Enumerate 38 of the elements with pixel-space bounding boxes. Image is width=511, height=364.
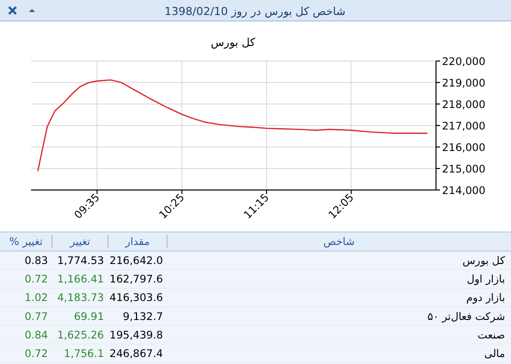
data-label: 1.02: [24, 292, 48, 304]
data-label: 9,132.7: [122, 310, 163, 323]
chart-subtitle: کل بورس: [210, 36, 256, 49]
data-label: 4,183.73: [57, 292, 104, 304]
category-label: ۵۰ شرکت فعال‌تر: [428, 310, 505, 323]
y-tick-label: 214,000: [442, 185, 486, 197]
category-label: مالی: [484, 348, 505, 360]
data-label: 1,756.1: [64, 348, 104, 360]
data-label: 0.72: [24, 348, 48, 360]
category-label: کل بورس: [462, 255, 505, 267]
text: تغییر: [68, 236, 90, 248]
chart-title: شاخص کل بورس در روز 1398/02/10: [164, 5, 346, 18]
data-label: 1,166.41: [57, 274, 104, 286]
y-tick-label: 215,000: [442, 164, 486, 176]
y-tick-label: 218,000: [442, 99, 486, 111]
text: مقدار: [124, 236, 150, 248]
data-label: 0.83: [24, 255, 48, 267]
data-label: 416,303.6: [110, 292, 164, 304]
category-label: بازار دوم: [466, 292, 505, 304]
data-label: 69.91: [74, 310, 104, 323]
data-label: 246,867.4: [110, 348, 164, 360]
y-tick-label: 217,000: [442, 120, 486, 132]
y-tick-label: 216,000: [442, 142, 486, 154]
y-tick-label: 220,000: [442, 56, 486, 68]
data-label: 0.77: [24, 310, 48, 323]
data-label: 1,625.26: [57, 329, 104, 342]
data-label: 162,797.6: [110, 274, 164, 286]
text: % تغییر: [9, 236, 43, 248]
y-tick-label: 219,000: [442, 78, 486, 90]
data-label: 0.72: [24, 274, 48, 286]
category-label: صنعت: [478, 329, 506, 342]
line-series: [37, 79, 428, 172]
data-label: 0.84: [24, 329, 48, 342]
data-label: 216,642.0: [110, 255, 163, 267]
data-label: 1,774.53: [57, 255, 104, 267]
category-label: بازار اول: [466, 274, 505, 286]
text: شاخص: [323, 236, 355, 248]
data-label: 195,439.8: [110, 329, 163, 342]
